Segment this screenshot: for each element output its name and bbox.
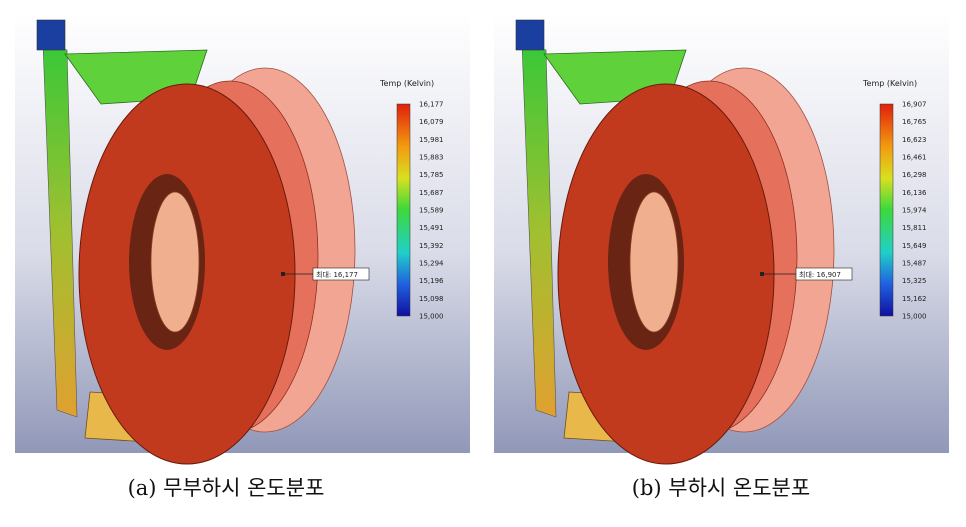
caption: (b) 부하시 온도분포 [632,476,810,500]
annotation-box [312,267,370,281]
max-label: 최대: 16,907 [799,270,841,279]
colorbar-label: 15,294 [419,260,444,268]
colorbar-label: 15,000 [902,313,927,321]
inner-ring [629,191,679,333]
max-label: 최대: 16,177 [316,270,358,279]
colorbar-label: 15,974 [902,207,927,215]
top-block [515,19,545,51]
colorbar-label: 16,461 [902,154,927,162]
colorbar-label: 16,623 [902,136,927,144]
colorbar-label: 15,811 [902,224,927,232]
colorbar-label: 15,098 [419,295,444,303]
colorbar-label: 15,000 [419,313,444,321]
colorbar-label: 15,589 [419,207,444,215]
annotation-point [281,272,285,276]
colorbar-label: 15,649 [902,242,927,250]
annotation-box [795,267,853,281]
colorbar-label: 15,392 [419,242,444,250]
colorbar-label: 16,177 [419,101,444,109]
legend-title: Temp (Kelvin) [862,79,917,88]
colorbar [879,103,894,317]
colorbar-label: 15,785 [419,171,444,179]
legend-title: Temp (Kelvin) [379,79,434,88]
colorbar-label: 15,687 [419,189,444,197]
colorbar-label: 15,491 [419,224,444,232]
annotation-point [760,272,764,276]
colorbar-label: 16,136 [902,189,927,197]
colorbar-label: 15,196 [419,277,444,285]
panel: Temp (Kelvin) 16,177 16,079 15,981 15,883 15,… [15,12,470,500]
colorbar-label: 16,765 [902,118,927,126]
colorbar-label: 15,162 [902,295,927,303]
colorbar-label: 15,487 [902,260,927,268]
colorbar-label: 15,883 [419,154,444,162]
colorbar-label: 16,907 [902,101,927,109]
colorbar-label: 15,325 [902,277,927,285]
colorbar [396,103,411,317]
panel: Temp (Kelvin) 16,907 16,765 16,623 16,461 16,… [494,12,949,500]
top-block [36,19,66,51]
colorbar-label: 16,298 [902,171,927,179]
inner-ring [150,191,200,333]
colorbar-label: 16,079 [419,118,444,126]
caption: (a) 무부하시 온도분포 [128,476,325,500]
colorbar-label: 15,981 [419,136,444,144]
